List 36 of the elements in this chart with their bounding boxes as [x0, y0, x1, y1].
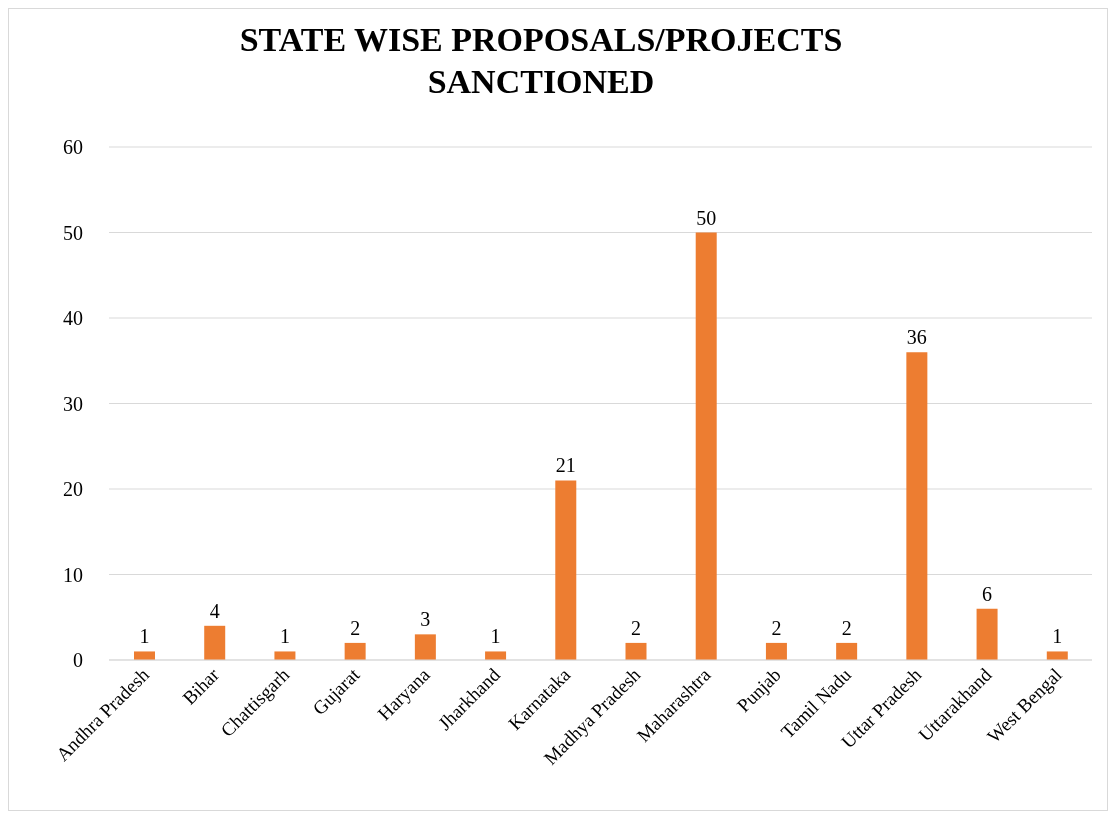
y-tick-label: 40 — [63, 307, 83, 330]
chart-title: STATE WISE PROPOSALS/PROJECTS SANCTIONED — [238, 20, 844, 102]
bar — [555, 480, 577, 660]
data-label: 2 — [350, 616, 361, 639]
y-tick-label: 60 — [63, 136, 83, 159]
bar — [765, 642, 787, 660]
data-label: 50 — [696, 206, 717, 229]
data-label: 1 — [490, 625, 501, 648]
bar — [836, 642, 858, 660]
bar — [1046, 651, 1068, 660]
data-label: 2 — [631, 616, 641, 639]
y-tick-label: 20 — [63, 478, 83, 501]
data-label: 1 — [279, 625, 290, 648]
data-label: 6 — [982, 582, 993, 605]
bar — [625, 642, 647, 660]
bar — [695, 232, 717, 660]
data-label: 2 — [841, 616, 852, 639]
data-label: 3 — [420, 608, 431, 631]
y-tick-label: 30 — [63, 392, 83, 415]
bar — [485, 651, 507, 660]
data-label: 2 — [771, 616, 782, 639]
data-label: 21 — [555, 454, 576, 477]
y-tick-label: 10 — [63, 563, 83, 586]
bar — [906, 352, 928, 660]
data-label: 4 — [209, 599, 220, 622]
data-label: 36 — [906, 326, 927, 349]
bar — [134, 651, 155, 660]
bar — [204, 625, 226, 660]
bar — [274, 651, 296, 660]
bar — [344, 642, 366, 660]
data-label: 1 — [1052, 625, 1063, 648]
y-tick-label: 0 — [73, 649, 83, 672]
bar — [414, 634, 436, 660]
bar — [976, 608, 998, 660]
y-tick-label: 50 — [63, 221, 83, 244]
data-label: 1 — [139, 625, 150, 648]
